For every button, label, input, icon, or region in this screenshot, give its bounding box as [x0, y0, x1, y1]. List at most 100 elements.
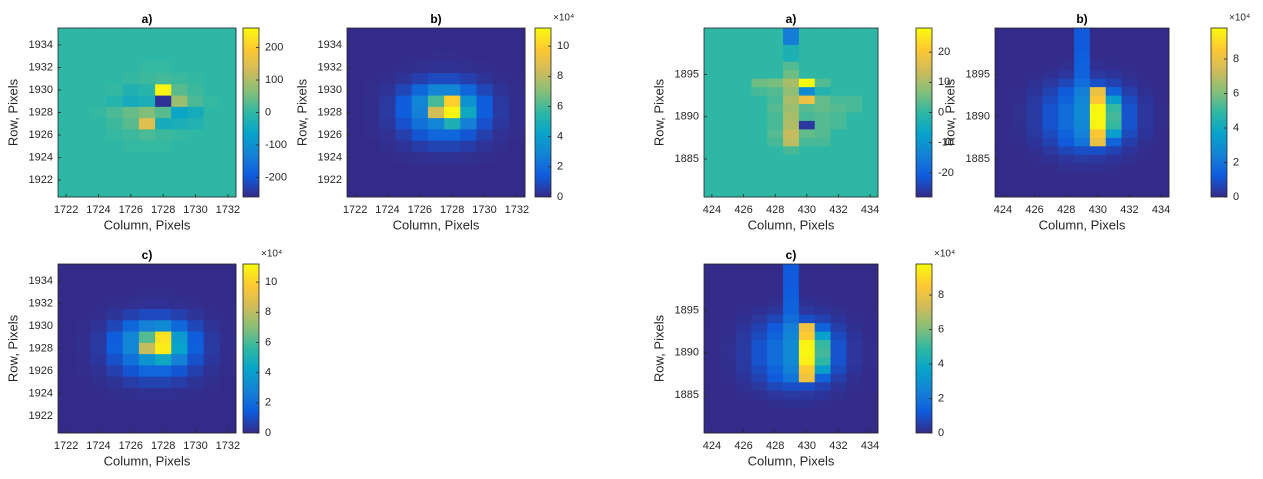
y-tick-label: 1930 — [29, 320, 53, 332]
heatmap-cell — [1042, 36, 1059, 46]
heatmap-cell — [814, 36, 831, 46]
heatmap-cell — [74, 286, 91, 299]
heatmap-cell — [347, 73, 364, 85]
heatmap-cell — [846, 297, 863, 307]
heatmap-cell — [1010, 146, 1028, 156]
heatmap-cell — [74, 39, 91, 51]
heatmap-cell — [187, 95, 205, 108]
heatmap-cell — [704, 348, 721, 358]
heatmap-cell — [1042, 112, 1059, 122]
heatmap-cell — [1058, 36, 1075, 46]
heatmap-cell — [58, 73, 75, 85]
heatmap-cell — [203, 275, 221, 287]
heatmap-cell — [122, 106, 140, 119]
heatmap-cell — [122, 129, 140, 142]
heatmap-cell — [798, 104, 816, 113]
x-tick-label: 426 — [734, 204, 752, 216]
heatmap-cell — [1058, 104, 1075, 113]
heatmap-cell — [74, 410, 91, 423]
heatmap-cell — [751, 323, 768, 332]
heatmap-cell — [411, 39, 429, 51]
colorbar-tick-label: 4 — [1233, 122, 1239, 134]
heatmap-cell — [58, 275, 75, 287]
heatmap-cell — [106, 151, 124, 164]
heatmap-cell — [219, 185, 237, 198]
heatmap-cell — [90, 286, 107, 299]
heatmap-cell — [1105, 53, 1122, 63]
heatmap-cell — [783, 154, 800, 164]
heatmap-cell — [798, 306, 816, 316]
heatmap-cell — [735, 163, 752, 173]
heatmap-cell — [122, 28, 140, 40]
heatmap-cell — [735, 314, 752, 324]
heatmap-cell — [187, 28, 205, 40]
heatmap-cell — [363, 129, 380, 142]
heatmap-cell — [830, 280, 847, 290]
heatmap-cell — [783, 399, 800, 409]
heatmap-cell — [704, 272, 721, 282]
heatmap-cell — [862, 280, 879, 290]
heatmap-cell — [122, 84, 140, 96]
heatmap-cell — [106, 387, 124, 400]
heatmap-cell — [427, 95, 445, 108]
heatmap-cell — [171, 61, 188, 74]
heatmap-cell — [1105, 112, 1122, 122]
heatmap-cell — [830, 120, 847, 130]
heatmap-cell — [798, 171, 816, 181]
heatmap-cell — [1074, 137, 1091, 147]
heatmap-cell — [122, 185, 140, 198]
heatmap-cell — [1137, 53, 1154, 63]
heatmap-cell — [203, 163, 221, 175]
heatmap-cell — [814, 356, 831, 366]
heatmap-cell — [219, 342, 237, 355]
colorbar — [534, 27, 552, 198]
heatmap-cell — [995, 87, 1012, 96]
heatmap-cell — [846, 180, 863, 189]
heatmap-cell — [476, 39, 494, 51]
heatmap-cell — [106, 39, 124, 51]
heatmap-cell — [704, 154, 721, 164]
heatmap-cell — [814, 53, 831, 63]
heatmap-cell — [444, 163, 461, 175]
heatmap-cell — [187, 342, 205, 355]
heatmap-cell — [719, 264, 737, 273]
x-tick-label: 424 — [703, 204, 721, 216]
heatmap-cell — [1153, 171, 1170, 181]
heatmap-cell — [219, 118, 237, 130]
heatmap-cell — [735, 188, 752, 198]
heatmap-cell — [1010, 28, 1028, 37]
heatmap-cell — [798, 340, 816, 349]
heatmap-cell — [1137, 28, 1154, 37]
heatmap-cell — [444, 106, 461, 119]
heatmap-cell — [363, 73, 380, 85]
heatmap-cell — [751, 129, 768, 139]
y-tick-label: 1924 — [318, 151, 342, 163]
heatmap-cell — [719, 44, 737, 54]
heatmap-cell — [751, 78, 768, 88]
heatmap-cell — [814, 78, 831, 88]
heatmap-cell — [1137, 171, 1154, 181]
x-tick-label: 1728 — [151, 440, 175, 452]
heatmap-cell — [187, 275, 205, 287]
heatmap-cell — [219, 399, 237, 411]
heatmap-cell — [751, 120, 768, 130]
heatmap-cell — [444, 140, 461, 153]
heatmap-cell — [444, 61, 461, 74]
heatmap-cell — [106, 185, 124, 198]
heatmap-cell — [203, 365, 221, 378]
heatmap-cell — [783, 146, 800, 156]
heatmap-cell — [58, 129, 75, 142]
heatmap-cell — [74, 73, 91, 85]
heatmap-cell — [1042, 53, 1059, 63]
heatmap-cell — [1105, 120, 1122, 130]
heatmap-cell — [1089, 112, 1107, 122]
heatmap-cell — [719, 104, 737, 113]
heatmap-cell — [830, 171, 847, 181]
axes-box — [994, 27, 1170, 198]
heatmap-cell — [74, 275, 91, 287]
heatmap-cell — [1105, 44, 1122, 54]
heatmap-cell — [814, 87, 831, 96]
heatmap-cell — [1058, 78, 1075, 88]
heatmap-cell — [704, 323, 721, 332]
heatmap-cell — [395, 73, 413, 85]
